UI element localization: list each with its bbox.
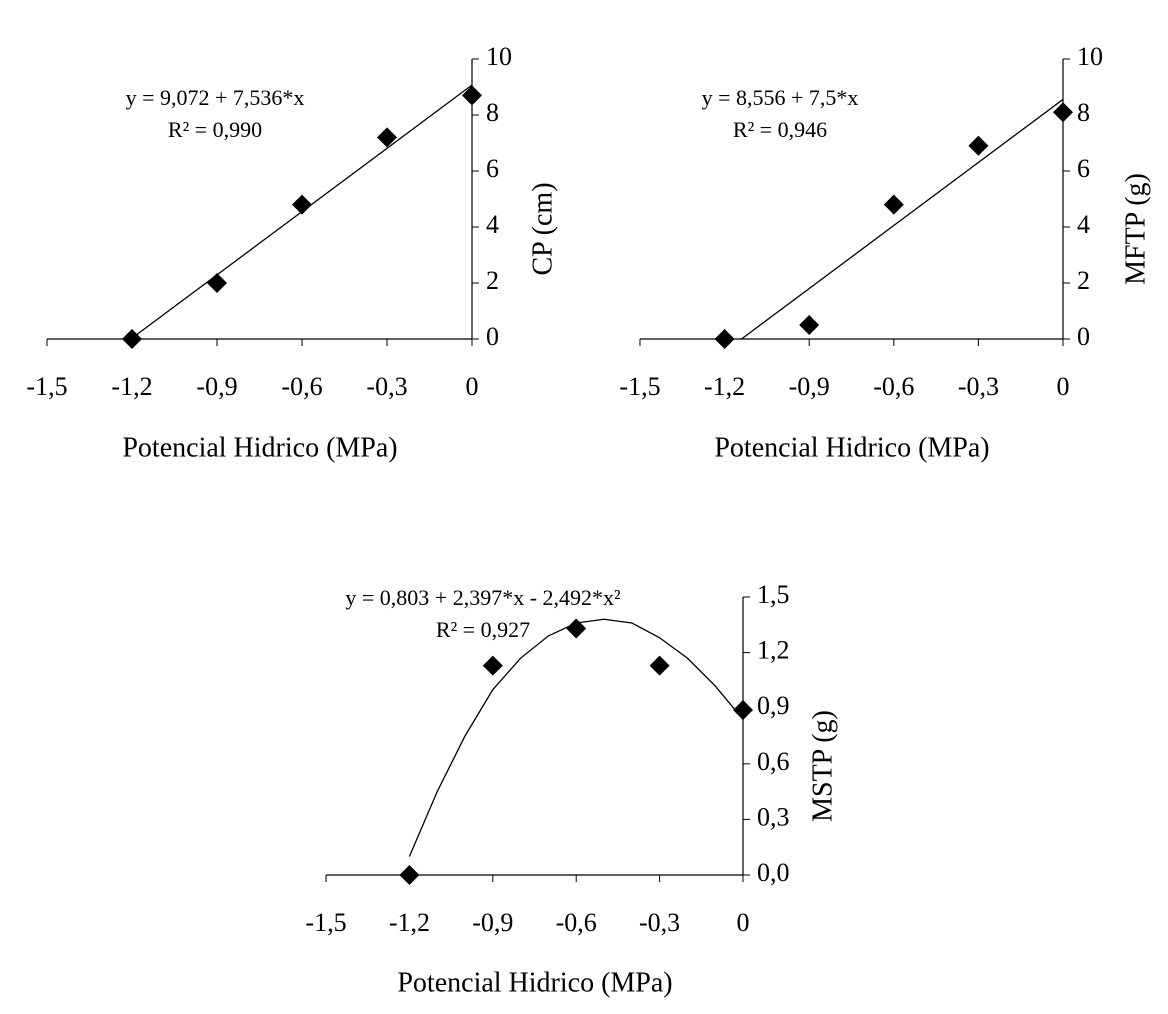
x-tick-label: 0 [1057, 372, 1070, 401]
x-tick-label: -0,3 [958, 372, 999, 401]
y-tick-label: 8 [1077, 98, 1090, 127]
y-tick-label: 1,5 [757, 580, 790, 609]
x-tick-label: -0,6 [873, 372, 914, 401]
y-axis-label: CP (cm) [527, 182, 558, 275]
r-squared: R² = 0,946 [733, 117, 827, 142]
r-squared: R² = 0,990 [168, 117, 262, 142]
y-tick-label: 6 [1077, 154, 1090, 183]
data-point [462, 85, 482, 106]
data-point [799, 315, 820, 335]
y-axis-label: MSTP (g) [807, 710, 838, 822]
x-axis-label: Potencial Hidrico (MPa) [714, 432, 989, 463]
x-tick-label: -1,2 [704, 372, 745, 401]
y-tick-label: 0,6 [757, 747, 790, 776]
x-tick-label: -0,3 [639, 908, 680, 937]
trend-line [408, 618, 744, 857]
y-tick-label: 4 [486, 210, 499, 239]
x-tick-label: -0,6 [556, 908, 597, 937]
x-tick-label: 0 [737, 908, 750, 937]
x-tick-label: -1,5 [619, 372, 660, 401]
data-point [733, 700, 753, 721]
data-point [122, 329, 142, 349]
x-tick-label: -1,5 [26, 372, 67, 401]
y-tick-label: 2 [1077, 266, 1090, 295]
data-point [292, 194, 312, 215]
x-axis-label: Potencial Hidrico (MPa) [397, 967, 672, 998]
y-tick-label: 10 [486, 42, 512, 71]
x-tick-label: 0 [466, 372, 479, 401]
x-tick-label: -0,9 [196, 372, 237, 401]
x-tick-label: -1,5 [305, 908, 346, 937]
y-axis-label: MFTP (g) [1120, 173, 1151, 285]
equation: y = 0,803 + 2,397*x - 2,492*x² [345, 585, 621, 610]
x-tick-label: -0,6 [281, 372, 322, 401]
y-tick-label: 0 [486, 322, 499, 351]
data-point [883, 194, 904, 215]
y-tick-label: 4 [1077, 210, 1090, 239]
y-tick-label: 10 [1077, 42, 1103, 71]
data-point [399, 865, 420, 885]
r-squared: R² = 0,927 [436, 617, 530, 642]
data-point [482, 655, 503, 676]
y-tick-label: 8 [486, 98, 499, 127]
data-point [207, 273, 227, 293]
x-tick-label: -0,9 [472, 908, 513, 937]
x-tick-label: -0,9 [789, 372, 830, 401]
x-tick-label: -0,3 [366, 372, 407, 401]
trend-line [741, 98, 1064, 340]
x-axis-label: Potencial Hidrico (MPa) [122, 432, 397, 463]
x-tick-label: -1,2 [111, 372, 152, 401]
y-tick-label: 6 [486, 154, 499, 183]
x-tick-label: -1,2 [389, 908, 430, 937]
y-tick-label: 0,0 [757, 858, 790, 887]
data-point [377, 127, 397, 148]
data-point [1053, 102, 1073, 123]
data-point [649, 655, 670, 676]
y-tick-label: 0,3 [757, 802, 790, 831]
equation: y = 8,556 + 7,5*x [702, 85, 859, 110]
y-tick-label: 0,9 [757, 691, 790, 720]
y-tick-label: 1,2 [757, 636, 790, 665]
y-tick-label: 0 [1077, 322, 1090, 351]
data-point [968, 135, 989, 156]
equation: y = 9,072 + 7,536*x [126, 85, 305, 110]
data-point [566, 618, 587, 639]
y-tick-label: 2 [486, 266, 499, 295]
data-point [714, 329, 735, 349]
